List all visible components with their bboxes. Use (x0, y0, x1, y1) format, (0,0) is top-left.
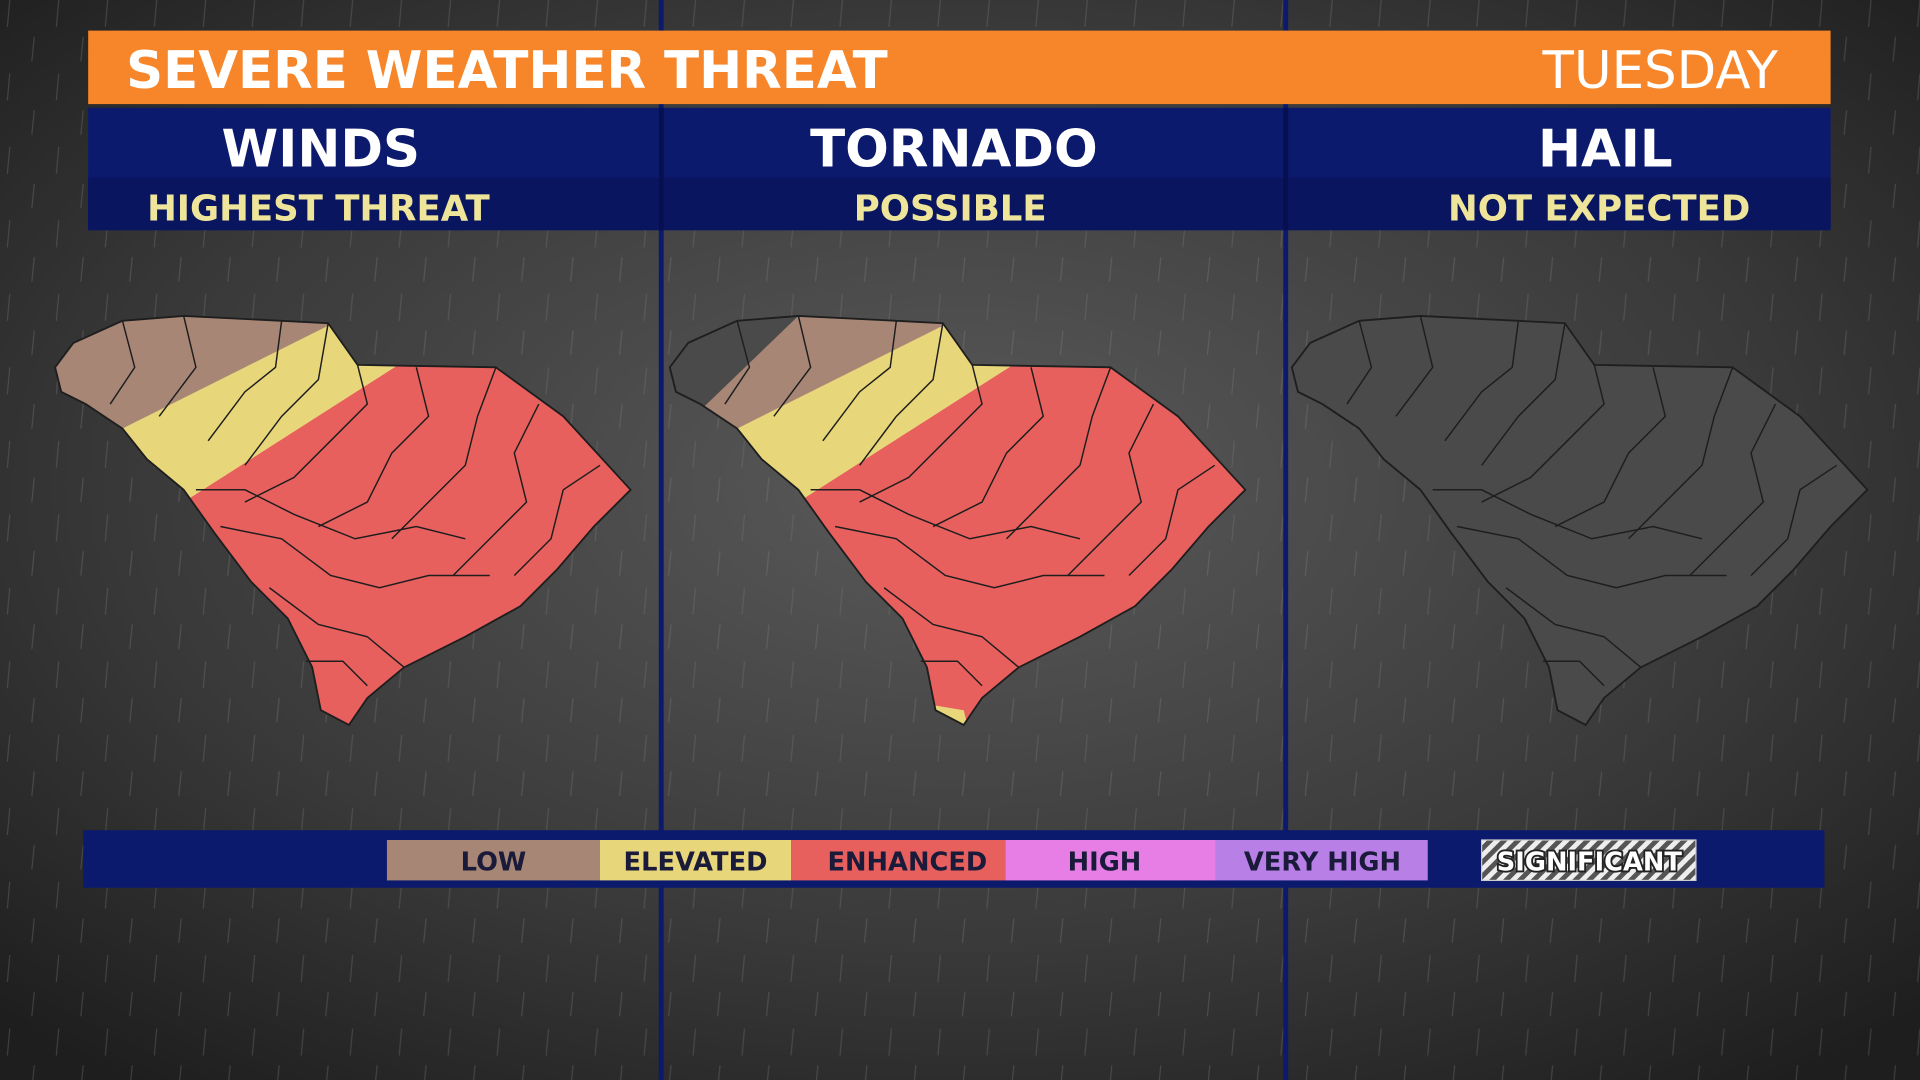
legend-swatch (1005, 840, 1216, 881)
subtitle-bar (88, 177, 1831, 231)
header-title: SEVERE WEATHER THREAT (126, 41, 888, 101)
divider (1283, 0, 1289, 1080)
legend-label: VERY HIGH (1244, 848, 1401, 878)
legend-label: SIGNIFICANT (1497, 848, 1683, 878)
legend-label: HIGH (1068, 848, 1142, 878)
legend-label: ELEVATED (624, 848, 768, 878)
panel-subtitle: POSSIBLE (854, 188, 1047, 229)
panel-title: WINDS (222, 120, 421, 180)
header-day: TUESDAY (1542, 41, 1779, 101)
panel-subtitle: HIGHEST THREAT (147, 188, 490, 229)
legend-swatch (600, 840, 792, 881)
legend-swatch (1481, 839, 1697, 882)
panel-title: TORNADO (810, 120, 1098, 180)
divider (658, 0, 664, 1080)
legend-swatch (1215, 840, 1428, 881)
divider (1283, 107, 1289, 231)
divider (658, 107, 664, 231)
panel-subtitle: NOT EXPECTED (1448, 188, 1750, 229)
header-bar (88, 30, 1831, 105)
legend-label: ENHANCED (827, 848, 987, 878)
legend-swatch (791, 840, 1006, 881)
legend-swatch (386, 840, 600, 881)
legend-label: LOW (461, 848, 527, 878)
panel-title: HAIL (1538, 120, 1673, 180)
